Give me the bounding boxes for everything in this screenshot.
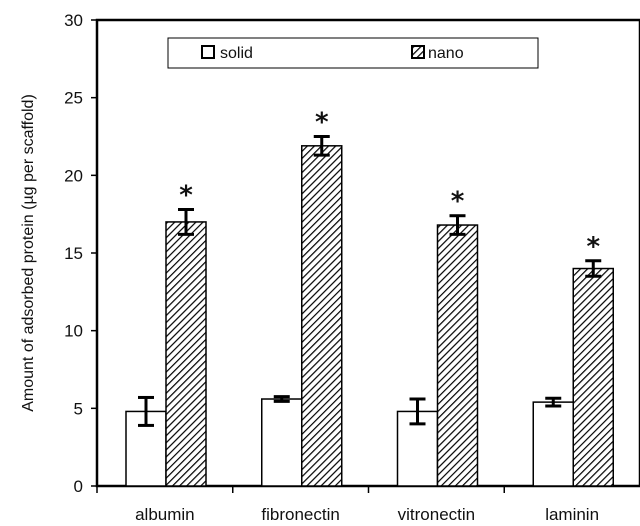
bar-nano-vitronectin <box>436 224 479 487</box>
legend: solid nano <box>167 37 539 69</box>
y-tick-label: 30 <box>64 11 83 30</box>
legend-swatch-solid <box>201 45 215 59</box>
bar-solid-fibronectin <box>261 398 303 487</box>
category-label: fibronectin <box>261 505 339 524</box>
x-axis <box>96 486 505 493</box>
category-label: albumin <box>135 505 195 524</box>
y-tick-label: 25 <box>64 89 83 108</box>
legend-label-solid: solid <box>220 45 253 62</box>
y-tick-label: 20 <box>64 166 83 185</box>
legend-label-nano: nano <box>428 45 464 62</box>
significance-marker: * <box>586 232 600 262</box>
category-labels: albumin fibronectin vitronectin laminin <box>135 505 599 524</box>
y-axis: 0 5 10 15 20 25 30 <box>64 11 97 496</box>
significance-marker: * <box>451 187 465 217</box>
y-tick-label: 0 <box>74 477 83 496</box>
legend-box <box>167 37 539 69</box>
legend-swatch-nano <box>411 45 425 59</box>
category-label: vitronectin <box>398 505 475 524</box>
y-tick-label: 10 <box>64 322 83 341</box>
bar-nano-fibronectin <box>301 145 343 487</box>
category-label: laminin <box>545 505 599 524</box>
bar-solid-laminin <box>532 401 574 487</box>
bar-nano-laminin <box>572 267 614 487</box>
significance-marker: * <box>179 181 193 211</box>
y-tick-label: 15 <box>64 244 83 263</box>
bars-group: * * * * <box>125 108 614 487</box>
significance-marker: * <box>315 108 329 138</box>
y-tick-label: 5 <box>74 399 83 418</box>
bar-nano-albumin <box>165 221 207 487</box>
y-axis-title: Amount of adsorbed protein (µg per scaff… <box>20 94 37 412</box>
